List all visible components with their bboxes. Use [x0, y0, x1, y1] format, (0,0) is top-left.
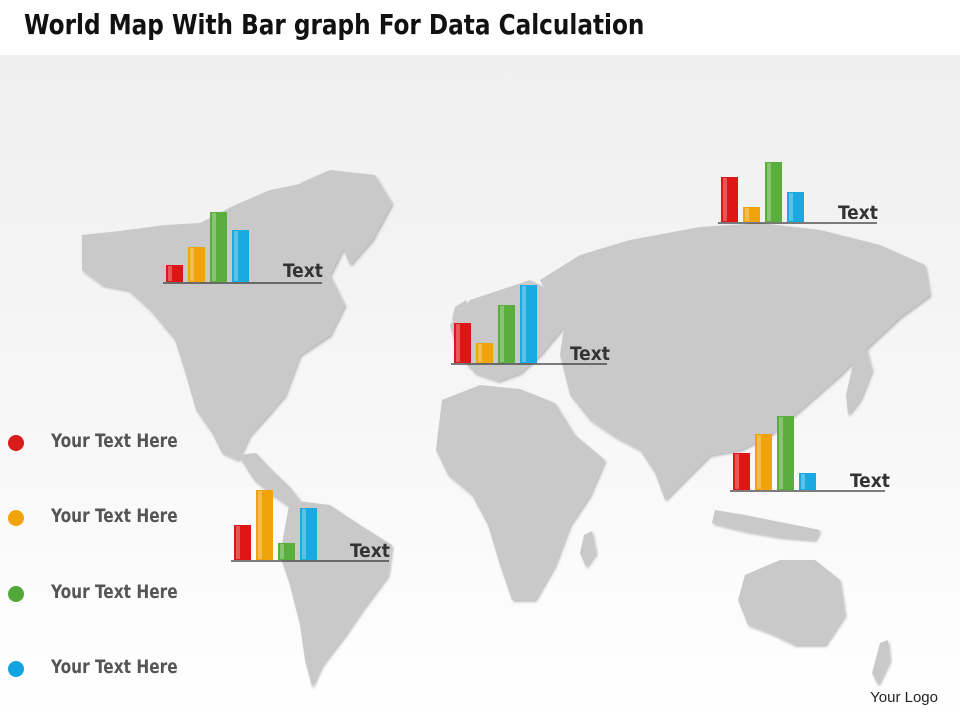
legend-item: Your Text Here: [8, 579, 268, 609]
bar-highlight: [280, 544, 284, 559]
chart-label: Text: [570, 343, 610, 365]
bar-highlight: [234, 231, 238, 281]
world-map: Text Text Text Text Text: [82, 162, 930, 687]
bar: [454, 323, 471, 363]
legend-dot-red: [8, 435, 24, 451]
bar-chart-southeast-asia: Text: [730, 416, 890, 492]
bar: [498, 305, 515, 363]
legend-text: Your Text Here: [51, 505, 178, 527]
bar-chart-south-america: Text: [231, 490, 390, 562]
legend-dot-blue: [8, 661, 24, 677]
chart-label: Text: [838, 202, 878, 224]
bar: [787, 192, 804, 222]
legend-text: Your Text Here: [51, 581, 178, 603]
legend-item: Your Text Here: [8, 654, 268, 684]
bar-highlight: [779, 417, 783, 489]
bar: [234, 525, 251, 560]
bar: [721, 177, 738, 222]
bar-highlight: [723, 178, 727, 221]
legend-item: Your Text Here: [8, 428, 268, 458]
bar-highlight: [236, 526, 240, 559]
bar-highlight: [735, 454, 739, 489]
asia-shape: [540, 223, 930, 500]
bar-highlight: [767, 163, 771, 221]
bar: [733, 453, 750, 490]
bar: [520, 285, 537, 363]
new-zealand-shape: [872, 640, 890, 685]
bar: [743, 207, 760, 222]
bar-highlight: [302, 509, 306, 559]
chart-label: Text: [850, 470, 890, 492]
continents: [82, 170, 930, 687]
bar: [476, 343, 493, 363]
north-america-shape: [82, 180, 360, 460]
greenland-shape: [300, 170, 392, 265]
bar-highlight: [190, 248, 194, 281]
legend-text: Your Text Here: [51, 656, 178, 678]
japan-shape: [846, 347, 872, 415]
logo-text: Your Logo: [870, 689, 938, 706]
legend-dot-orange: [8, 510, 24, 526]
legend-dot-green: [8, 586, 24, 602]
bar-charts: Text Text Text Text Text: [163, 162, 890, 562]
bar-highlight: [745, 208, 749, 221]
bar-highlight: [212, 213, 216, 281]
bar-highlight: [801, 474, 805, 489]
bar-chart-asia: Text: [718, 162, 878, 224]
legend-text: Your Text Here: [51, 430, 178, 452]
bar: [256, 490, 273, 560]
bar: [755, 434, 772, 490]
bar: [232, 230, 249, 282]
bar: [278, 543, 295, 560]
bar: [166, 265, 183, 282]
australia-shape: [738, 560, 845, 645]
africa-shape: [436, 385, 605, 600]
bar-highlight: [522, 286, 526, 362]
bar-highlight: [478, 344, 482, 362]
bar: [777, 416, 794, 490]
bar: [188, 247, 205, 282]
bar: [765, 162, 782, 222]
chart-label: Text: [350, 540, 390, 562]
south-america-shape: [280, 500, 392, 687]
bar-highlight: [258, 491, 262, 559]
chart-label: Text: [283, 260, 323, 282]
legend-item: Your Text Here: [8, 503, 268, 533]
bar-chart-north-america: Text: [163, 212, 323, 284]
bar: [300, 508, 317, 560]
bar: [210, 212, 227, 282]
world-map-area: Text Text Text Text Text Your Text Here Your…: [0, 55, 960, 720]
uk-shape: [452, 300, 470, 329]
bar-highlight: [789, 193, 793, 221]
central-america-shape: [238, 453, 300, 507]
bar-chart-europe: Text: [451, 285, 610, 365]
bar-highlight: [757, 435, 761, 489]
bar-highlight: [168, 266, 172, 281]
bar-highlight: [500, 306, 504, 362]
bar-highlight: [456, 324, 460, 362]
page-title: World Map With Bar graph For Data Calcul…: [24, 8, 645, 41]
indonesia-shape: [712, 510, 820, 540]
bar: [799, 473, 816, 490]
madagascar-shape: [580, 531, 596, 567]
